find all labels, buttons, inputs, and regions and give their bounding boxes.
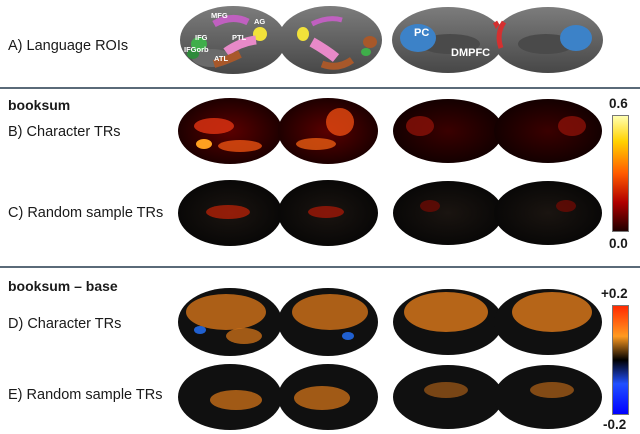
atl-roi — [212, 50, 242, 68]
ptl-label: PTL — [232, 33, 247, 42]
ag-roi — [253, 27, 267, 41]
colorbar1-min-label: 0.0 — [609, 236, 628, 251]
panel-c-label: C) Random sample TRs — [8, 205, 164, 221]
panel-a-label: A) Language ROIs — [8, 38, 129, 54]
panel-d-label: D) Character TRs — [8, 316, 122, 332]
mfg-label: MFG — [211, 11, 228, 20]
pc-roi — [400, 24, 436, 52]
roi-brain-left-lateral: MFG AG IFG IFGorb PTL ATL — [180, 6, 286, 74]
brains-row-b — [178, 98, 602, 164]
colorbar2 — [612, 305, 629, 415]
atl-label: ATL — [214, 54, 228, 63]
roi-brain-right-lateral — [278, 6, 382, 74]
brains-row-d — [178, 288, 602, 356]
ptl-roi — [223, 35, 257, 56]
ifg-label: IFG — [195, 33, 208, 42]
dmpfc-label: DMPFC — [451, 47, 490, 59]
ifgorb-roi — [187, 49, 199, 59]
pc-label: PC — [414, 27, 429, 39]
section-diff-title: booksum – base — [8, 278, 118, 294]
roi-brain-right-medial — [493, 7, 603, 73]
ag-label: AG — [254, 17, 265, 26]
section-divider-1 — [0, 87, 640, 89]
section-booksum-title: booksum — [8, 97, 71, 113]
panel-b-label: B) Character TRs — [8, 124, 121, 140]
colorbar1 — [612, 115, 629, 232]
ifgorb-label: IFGorb — [184, 45, 209, 54]
panel-e-label: E) Random sample TRs — [8, 387, 163, 403]
colorbar1-max-label: 0.6 — [609, 96, 628, 111]
roi-brain-left-medial: PC DMPFC — [392, 7, 504, 73]
section-divider-2 — [0, 266, 640, 268]
brains-row-c — [178, 180, 602, 246]
colorbar2-max-label: +0.2 — [601, 286, 628, 301]
colorbar2-min-label: -0.2 — [603, 417, 627, 432]
mfg-roi — [212, 15, 250, 28]
ifg-roi — [191, 37, 207, 51]
brains-row-e — [178, 364, 602, 430]
